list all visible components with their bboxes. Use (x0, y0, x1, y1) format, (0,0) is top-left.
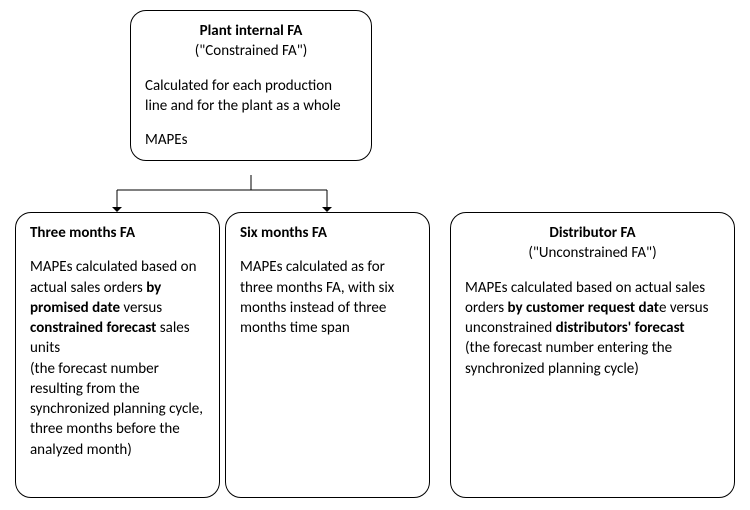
three-p2: (the forecast number resulting from the … (30, 359, 205, 460)
three-p1d: constrained forecast (30, 319, 156, 337)
three-p1a: MAPEs calculated based on actual sales o… (30, 258, 196, 296)
six-title: Six months FA (240, 223, 415, 243)
dist-p1d: distributors' forecast (556, 319, 685, 337)
dist-title: Distributor FA (465, 223, 720, 243)
top-desc-a: Calculated for each production line and … (145, 76, 357, 117)
top-desc-b: MAPEs (145, 130, 357, 150)
diagram-canvas: Plant internal FA ("Constrained FA") Cal… (0, 0, 750, 510)
dist-subtitle: ("Unconstrained FA") (465, 243, 720, 263)
three-p1c: versus (120, 299, 162, 317)
node-three-months-fa: Three months FA MAPEs calculated based o… (15, 212, 220, 498)
node-plant-internal-fa: Plant internal FA ("Constrained FA") Cal… (130, 10, 372, 161)
dist-p2: (the forecast number entering the synchr… (465, 338, 720, 379)
six-p1: MAPEs calculated as for three months FA,… (240, 257, 415, 338)
node-distributor-fa: Distributor FA ("Unconstrained FA") MAPE… (450, 212, 735, 498)
three-title: Three months FA (30, 223, 205, 243)
dist-p1b: by customer request dat (508, 299, 660, 317)
top-title: Plant internal FA (145, 21, 357, 41)
dist-p1: MAPEs calculated based on actual sales o… (465, 278, 720, 339)
top-subtitle: ("Constrained FA") (145, 41, 357, 61)
node-six-months-fa: Six months FA MAPEs calculated as for th… (225, 212, 430, 498)
three-p1: MAPEs calculated based on actual sales o… (30, 257, 205, 358)
